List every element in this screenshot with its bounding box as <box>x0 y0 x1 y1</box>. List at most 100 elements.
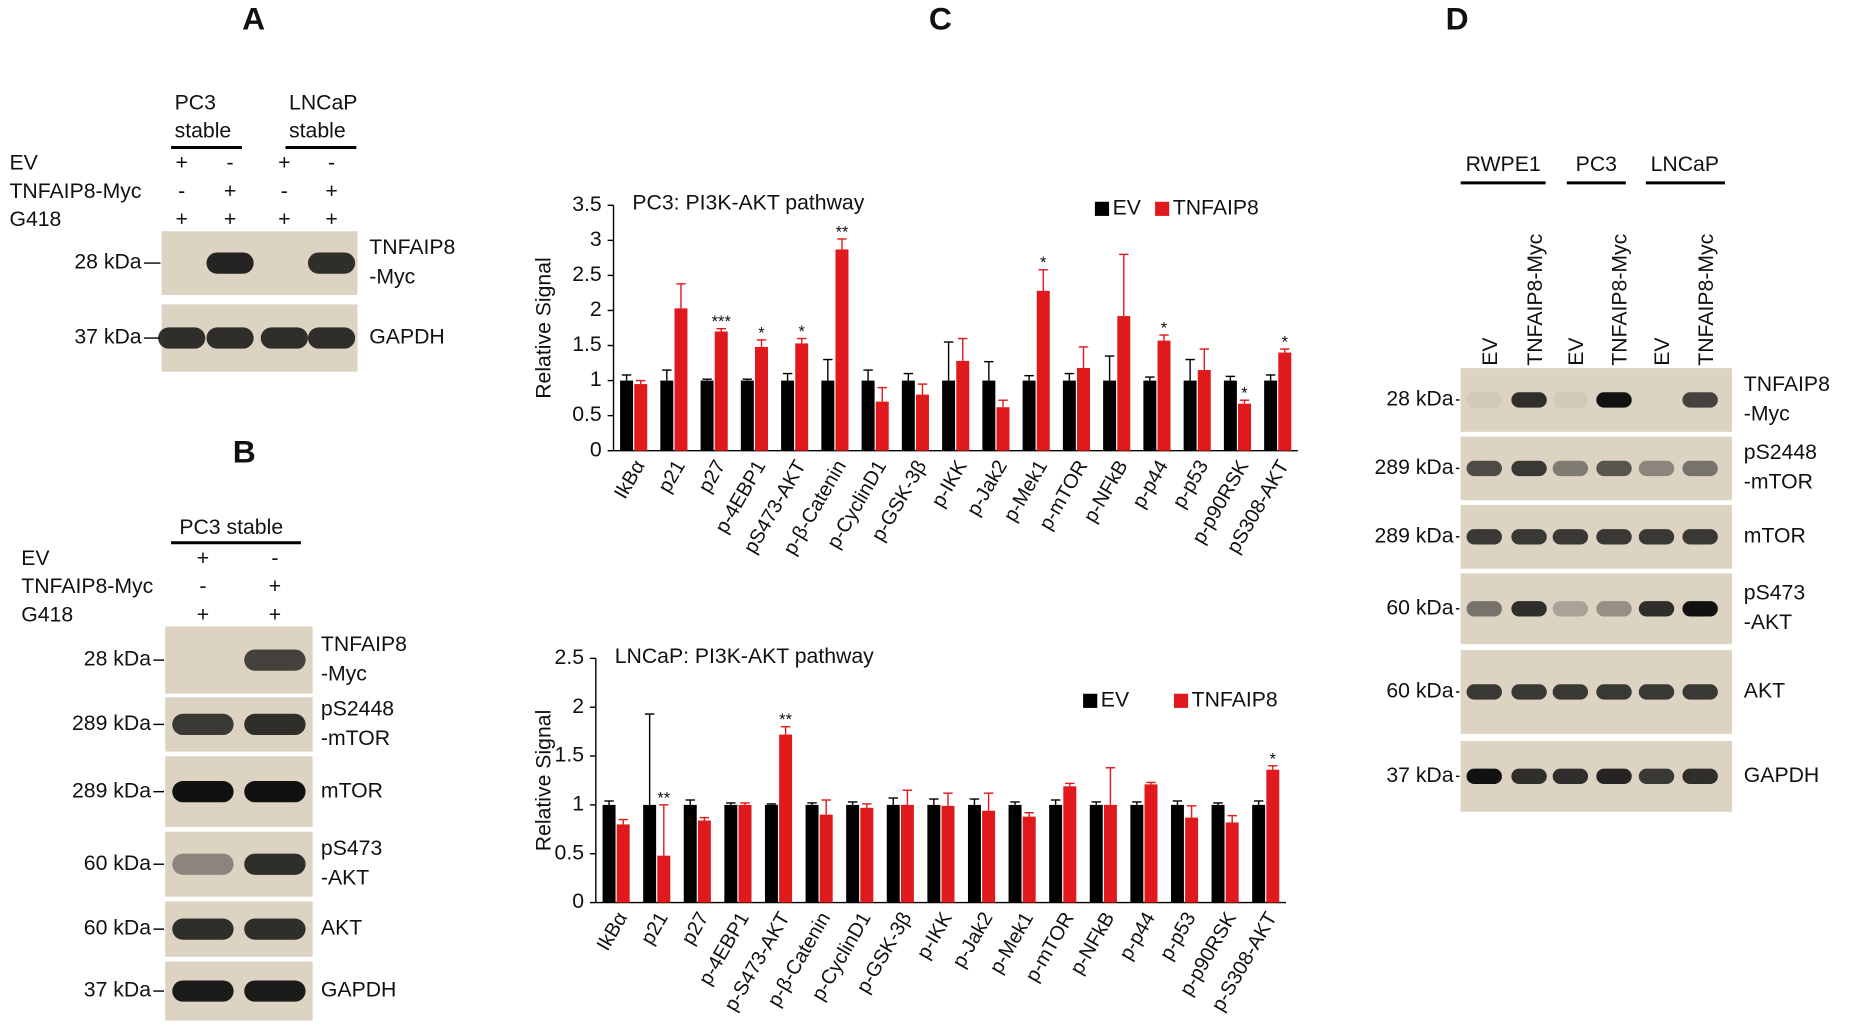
error-bar <box>726 802 736 805</box>
error-bar <box>1146 781 1156 785</box>
error-bar <box>1225 375 1236 381</box>
group-label: PC3 <box>1576 153 1617 176</box>
size-marker: 37 kDa <box>1386 764 1453 787</box>
bar <box>1036 290 1050 451</box>
blot-band <box>244 980 306 1002</box>
lane-label: TNFAIP8-Myc <box>1524 233 1547 365</box>
bar <box>821 380 835 451</box>
group-label: LNCaP <box>1651 153 1719 176</box>
y-tick-label: 3.5 <box>572 193 601 216</box>
blot-band <box>307 327 356 349</box>
group-label: stable <box>289 120 346 143</box>
y-tick-label: 0.5 <box>555 841 585 864</box>
size-marker: 289 kDa <box>72 779 151 802</box>
bar <box>754 346 768 451</box>
blot-label: pS473 <box>1744 582 1805 605</box>
blot-band <box>1552 460 1589 477</box>
blot-band <box>172 980 234 1002</box>
lane-label: TNFAIP8-Myc <box>1695 233 1718 365</box>
significance-label: * <box>1161 319 1168 337</box>
blot-band <box>1638 601 1675 617</box>
y-tick-label: 3 <box>590 228 602 251</box>
error-bar <box>1010 801 1020 805</box>
blot-band <box>206 327 254 349</box>
blot-band <box>1552 601 1589 617</box>
error-bar <box>1185 358 1195 381</box>
bar <box>860 807 874 903</box>
bar <box>674 308 688 451</box>
panel-label: D <box>1446 1 1469 37</box>
x-tick-label: p-p44 <box>1128 457 1173 512</box>
error-bar <box>1239 399 1250 404</box>
condition-label: TNFAIP8-Myc <box>9 180 141 203</box>
size-marker: 60 kDa <box>1386 680 1453 703</box>
error-bar <box>1104 355 1115 381</box>
blot-band <box>1682 601 1718 617</box>
blot-label: pS2448 <box>1744 441 1817 464</box>
blot-band <box>1511 768 1547 785</box>
error-bar <box>797 337 807 344</box>
significance-label: *** <box>712 313 732 331</box>
error-bar <box>1024 374 1034 381</box>
bar <box>956 360 970 451</box>
group-label: LNCaP <box>289 91 357 114</box>
bar <box>1077 367 1091 451</box>
bar <box>1089 804 1103 903</box>
error-bar <box>1105 767 1116 805</box>
bar <box>1183 380 1197 451</box>
condition-label: G418 <box>21 603 73 626</box>
error-bar <box>676 283 686 309</box>
error-bar <box>604 800 614 805</box>
bar <box>1238 403 1252 451</box>
bar <box>714 331 728 451</box>
bar <box>683 804 697 903</box>
blot-band <box>244 918 306 940</box>
blot-band <box>1682 529 1718 545</box>
significance-label: ** <box>657 789 670 807</box>
blot-label: -AKT <box>321 867 369 890</box>
x-tick-label: p-p44 <box>1115 909 1160 964</box>
error-bar <box>984 360 994 381</box>
size-marker: 37 kDa <box>84 979 151 1002</box>
size-marker: 37 kDa <box>74 326 141 349</box>
blot-band <box>1552 768 1589 785</box>
condition-label: EV <box>9 152 38 175</box>
condition-sign: + <box>325 208 337 231</box>
error-bar <box>636 379 646 385</box>
blot-band <box>1466 529 1502 545</box>
blot-band <box>172 853 234 875</box>
blot-band <box>1511 529 1547 545</box>
error-bar <box>742 378 753 381</box>
blot-band <box>1466 392 1502 408</box>
error-bar <box>1213 802 1223 805</box>
x-tick-label: p27 <box>694 457 730 497</box>
lane-label: EV <box>1565 337 1588 366</box>
error-bar <box>837 238 847 250</box>
error-bar <box>740 802 750 805</box>
error-bar <box>1145 376 1155 381</box>
significance-label: * <box>1241 385 1248 403</box>
y-tick-label: 1.5 <box>572 333 601 356</box>
error-bar <box>1199 348 1209 371</box>
blot-band <box>1466 768 1502 785</box>
error-bar <box>1227 814 1237 823</box>
error-bar <box>782 372 793 381</box>
condition-sign: - <box>199 575 206 598</box>
bar <box>1103 380 1117 451</box>
error-bar <box>807 802 817 805</box>
bar <box>634 384 648 451</box>
bar <box>602 804 616 903</box>
blot-band <box>1682 392 1718 408</box>
y-axis-label: Relative Signal <box>533 710 556 852</box>
bar <box>781 380 795 451</box>
error-bar <box>888 797 898 805</box>
blot-band <box>1596 460 1632 477</box>
condition-sign: - <box>328 152 335 175</box>
significance-label: * <box>1282 333 1289 351</box>
bar <box>967 804 981 903</box>
bar <box>1278 352 1292 451</box>
legend-swatch <box>1083 693 1098 708</box>
error-bar <box>1064 372 1075 381</box>
bar <box>724 804 738 903</box>
